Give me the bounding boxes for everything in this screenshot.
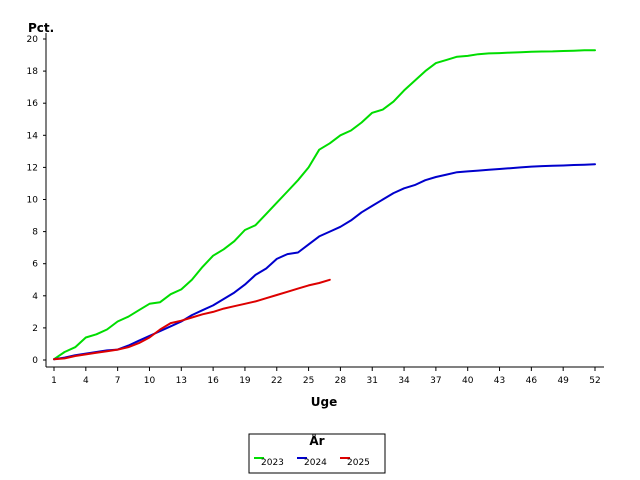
series-line-2024 xyxy=(53,163,596,361)
x-tick-label: 52 xyxy=(589,376,600,386)
y-tick-label: 6 xyxy=(32,260,38,270)
series-lines xyxy=(53,49,596,361)
x-axis-ticks: 1 4 7 10 13 16 19 22 25 28 31 34 37 40 43 46 49 52 xyxy=(51,367,601,386)
series-line-2025 xyxy=(53,278,331,361)
x-tick-label: 34 xyxy=(398,376,410,386)
y-tick-label: 12 xyxy=(27,163,38,173)
y-axis-title: Pct. xyxy=(28,21,54,35)
legend: År 2023 2024 2025 xyxy=(248,433,386,474)
y-tick-label: 16 xyxy=(27,99,39,109)
x-tick-label: 28 xyxy=(335,376,347,386)
series-line-2023 xyxy=(53,49,596,361)
x-tick-label: 16 xyxy=(207,376,219,386)
x-tick-label: 22 xyxy=(271,376,282,386)
legend-label-2025: 2025 xyxy=(347,458,370,468)
x-tick-label: 31 xyxy=(367,376,378,386)
x-tick-label: 37 xyxy=(430,376,441,386)
y-tick-label: 8 xyxy=(32,228,38,238)
x-tick-label: 25 xyxy=(303,376,314,386)
x-tick-label: 49 xyxy=(557,376,569,386)
x-tick-label: 10 xyxy=(144,376,156,386)
x-tick-label: 46 xyxy=(526,376,538,386)
x-tick-label: 4 xyxy=(83,376,89,386)
y-tick-label: 14 xyxy=(27,131,39,141)
x-tick-label: 40 xyxy=(462,376,474,386)
legend-items: 2023 2024 2025 xyxy=(254,457,370,468)
y-tick-label: 4 xyxy=(32,292,38,302)
y-tick-label: 0 xyxy=(32,356,38,366)
y-axis-ticks: 0 2 4 6 8 10 12 14 16 18 20 xyxy=(27,35,46,366)
y-tick-label: 2 xyxy=(32,324,38,334)
legend-label-2023: 2023 xyxy=(261,458,284,468)
y-tick-label: 18 xyxy=(27,67,39,77)
y-tick-label: 10 xyxy=(27,196,39,206)
x-tick-label: 13 xyxy=(176,376,187,386)
x-tick-label: 43 xyxy=(494,376,505,386)
x-tick-label: 19 xyxy=(239,376,251,386)
legend-box xyxy=(248,433,386,474)
y-tick-label: 20 xyxy=(27,35,39,45)
legend-label-2024: 2024 xyxy=(304,458,327,468)
x-tick-label: 1 xyxy=(51,376,57,386)
legend-title: År xyxy=(309,433,324,448)
x-tick-label: 7 xyxy=(115,376,121,386)
x-axis-title: Uge xyxy=(311,395,337,409)
